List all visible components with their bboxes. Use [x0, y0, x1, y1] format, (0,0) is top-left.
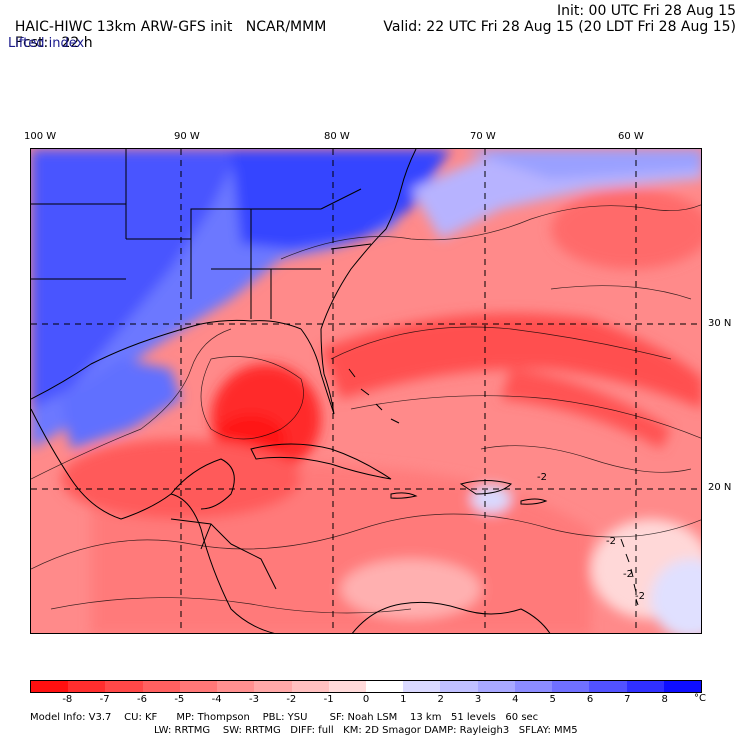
contour-label: -2 — [623, 569, 633, 580]
graticule — [31, 149, 701, 633]
colorbar-segment — [105, 681, 143, 692]
contour-label: -2 — [635, 591, 645, 602]
lon-label-90w: 90 W — [174, 131, 200, 142]
contour-label: -2 — [606, 536, 616, 547]
contour-label: -2 — [537, 472, 547, 483]
colorbar-segment — [179, 681, 218, 692]
colorbar-segment — [365, 681, 404, 692]
colorbar-tick-label: 3 — [474, 694, 482, 705]
colorbar-tick-label: 0 — [362, 694, 370, 705]
gulf-coast-stable — [61, 359, 181, 449]
colorbar-segment — [589, 681, 627, 692]
colorbar-tick-label: 7 — [624, 694, 631, 705]
colorbar-segment — [626, 681, 664, 692]
li-contours — [31, 204, 701, 614]
pale-east-blue — [651, 559, 701, 633]
colorbar-segment — [663, 681, 701, 692]
lat-label-30n: 30 N — [708, 318, 732, 329]
model-info-line1: Model Info: V3.7 CU: KF MP: Thompson PBL… — [30, 712, 539, 723]
colorbar-segment — [328, 681, 366, 692]
colorbar-segment — [514, 681, 553, 692]
model-info-line2: LW: RRTMG SW: RRTMG DIFF: full KM: 2D Sm… — [154, 725, 578, 736]
lon-label-60w: 60 W — [618, 131, 644, 142]
stable-core-west — [31, 149, 241, 409]
colorbar-segment — [552, 681, 590, 692]
colorbar-tick-label: 1 — [400, 694, 407, 705]
colorbar-segment — [31, 681, 69, 692]
colorbar-segment — [68, 681, 106, 692]
colorbar-tick-label: 4 — [512, 694, 519, 705]
colorbar-segment — [291, 681, 329, 692]
lat-label-20n: 20 N — [708, 482, 732, 493]
atlantic-band-1 — [321, 313, 701, 409]
colorbar-tick-label: 6 — [586, 694, 594, 705]
colorbar-segment — [254, 681, 292, 692]
colorbar-tick-label: -8 — [62, 694, 73, 705]
lon-label-70w: 70 W — [470, 131, 496, 142]
lon-label-80w: 80 W — [324, 131, 350, 142]
colorbar — [30, 680, 702, 693]
colorbar-tick-label: -6 — [137, 694, 147, 705]
colorbar-tick-label: 2 — [437, 694, 444, 705]
forecast-label: Fcst: — [14, 35, 49, 51]
map-svg: -2 -2 -2 -2 — [31, 149, 701, 633]
colorbar-tick-label: -7 — [99, 694, 110, 705]
colorbar-segment — [440, 681, 478, 692]
organization: NCAR/MMM — [245, 19, 327, 35]
colorbar-tick-label: -5 — [174, 694, 185, 705]
colorbar-tick-label: 8 — [661, 694, 668, 705]
init-time: Init: 00 UTC Fri 28 Aug 15 — [556, 3, 736, 19]
colorbar-tick-label: 5 — [549, 694, 556, 705]
lon-label-100w: 100 W — [24, 131, 57, 142]
colorbar-unit: °C — [694, 693, 706, 704]
valid-time: Valid: 22 UTC Fri 28 Aug 15 (20 LDT Fri … — [383, 19, 736, 35]
colorbar-tick-label: -1 — [323, 694, 334, 705]
atlantic-band-2 — [501, 369, 671, 449]
hispaniola-stable — [471, 485, 511, 513]
lifted-index-map: -2 -2 -2 -2 — [30, 148, 702, 634]
colorbar-segment — [477, 681, 515, 692]
coastlines — [31, 149, 639, 633]
field-name: Lifted index — [8, 36, 85, 51]
model-title: HAIC-HIWC 13km ARW-GFS init — [14, 19, 233, 35]
colorbar-tick-label: -3 — [249, 694, 259, 705]
colorbar-segment — [217, 681, 255, 692]
colorbar-segment — [142, 681, 180, 692]
colorbar-tick-label: -2 — [286, 694, 297, 705]
atlantic-ne-red — [551, 189, 701, 269]
forecast-hour: 22 h — [61, 35, 93, 51]
colorbar-segment — [403, 681, 441, 692]
atlantic-north-blue — [461, 149, 701, 179]
colorbar-tick-label: -4 — [211, 694, 222, 705]
pale-south — [341, 559, 481, 619]
